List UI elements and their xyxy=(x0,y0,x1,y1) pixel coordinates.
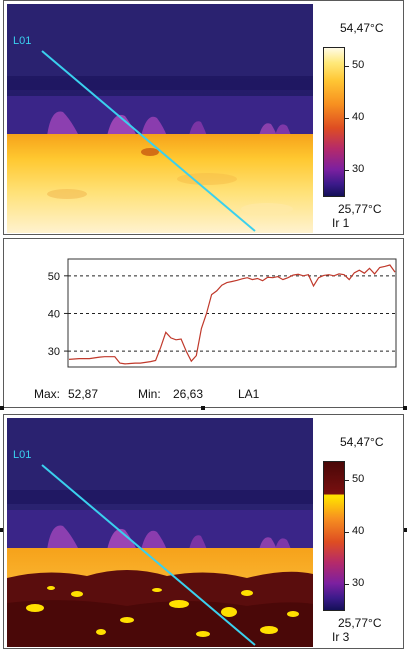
profile-series-line xyxy=(68,264,396,365)
min-label: Min: xyxy=(138,387,161,401)
color-scale-tickmark xyxy=(345,66,349,67)
color-scale-tick: 40 xyxy=(352,111,365,123)
color-scale-tickmark xyxy=(345,480,349,481)
thermal-image-ir1 xyxy=(7,4,313,233)
y-tick-label: 40 xyxy=(48,308,60,320)
max-value: 52,87 xyxy=(68,387,99,401)
y-tick-label: 30 xyxy=(48,346,60,358)
color-scale-tickmark xyxy=(345,584,349,585)
scale-max-label: 54,47°C xyxy=(340,435,384,449)
image-name-label: Ir 1 xyxy=(332,216,350,230)
color-scale-tick: 30 xyxy=(352,577,365,589)
line-label-l01: L01 xyxy=(13,449,32,461)
measurement-line-l01[interactable] xyxy=(41,50,256,232)
scale-max-label: 54,47°C xyxy=(340,21,384,35)
profile-chart-panel[interactable]: 30 40 50 Max: 52,87 Min: 26,63 LA1 xyxy=(3,238,404,408)
analysis-area-name: LA1 xyxy=(238,387,260,401)
color-scale-bar xyxy=(323,47,345,197)
image-name-label: Ir 3 xyxy=(332,630,350,644)
line-label-l01: L01 xyxy=(13,35,32,47)
resize-handle[interactable] xyxy=(0,528,4,532)
thermal-panel-ir3: L01 54,47°C 50 40 30 25,77°C Ir 3 xyxy=(3,414,404,649)
min-value: 26,63 xyxy=(173,387,204,401)
thermal-image-ir3 xyxy=(7,418,313,647)
resize-handle[interactable] xyxy=(403,528,407,532)
scale-min-label: 25,77°C xyxy=(338,202,382,216)
color-scale-tick: 50 xyxy=(352,473,365,485)
profile-chart: 30 40 50 xyxy=(48,258,397,368)
color-scale-tickmark xyxy=(345,532,349,533)
color-scale-bar xyxy=(323,461,345,611)
scale-min-label: 25,77°C xyxy=(338,616,382,630)
color-scale-tickmark xyxy=(345,170,349,171)
color-scale-tick: 40 xyxy=(352,525,365,537)
measurement-line-l01[interactable] xyxy=(41,464,256,646)
color-scale-tick: 30 xyxy=(352,163,365,175)
resize-handle[interactable] xyxy=(201,406,205,410)
max-label: Max: xyxy=(34,387,61,401)
thermal-panel-ir1: L01 54,47°C 50 40 30 25,77°C Ir 1 xyxy=(3,0,404,235)
color-scale-tick: 50 xyxy=(352,59,365,71)
resize-handle[interactable] xyxy=(403,406,407,410)
resize-handle[interactable] xyxy=(0,406,4,410)
y-tick-label: 50 xyxy=(48,271,60,283)
color-scale-tickmark xyxy=(345,118,349,119)
